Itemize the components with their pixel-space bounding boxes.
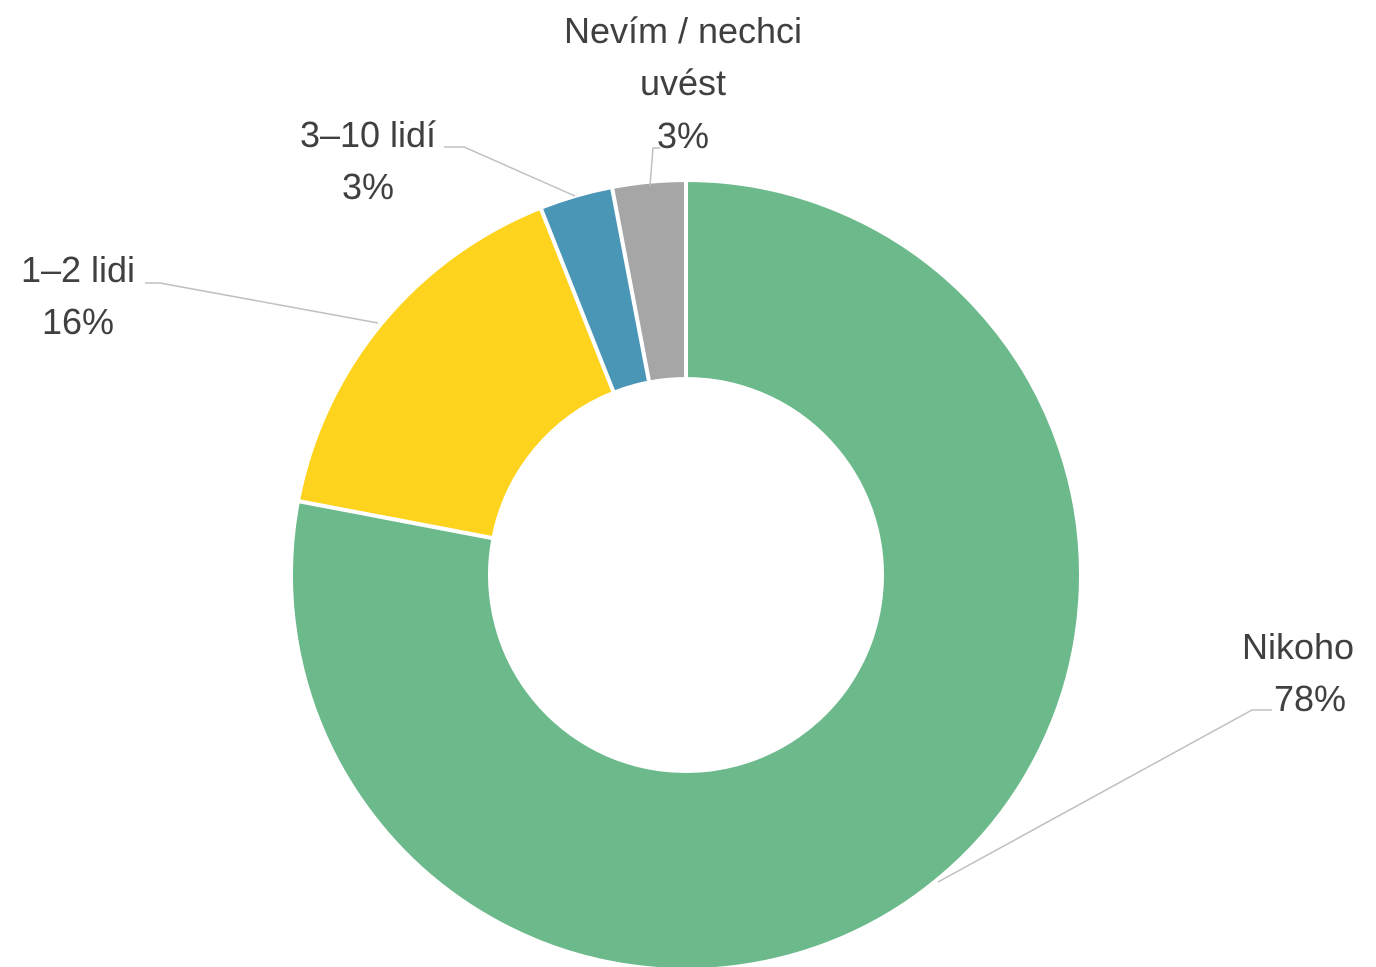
slice-label-3-10-lidi: 3–10 lidí	[300, 114, 436, 155]
slices-layer	[289, 177, 1083, 967]
leader-line-3-10-lidi	[444, 146, 576, 197]
slice-label-nevim-line1: Nevím / nechci	[564, 10, 802, 51]
leader-line-1-2-lidi	[145, 282, 379, 324]
slice-1-2-lidi	[295, 205, 617, 541]
slice-label-nikoho: Nikoho	[1242, 626, 1354, 667]
slice-label-1-2-lidi: 1–2 lidi	[21, 249, 135, 290]
leader-line-nevim	[649, 147, 660, 187]
slice-value-nikoho: 78%	[1274, 678, 1346, 719]
slice-label-nevim-line2: uvést	[640, 62, 726, 103]
slice-value-nevim: 3%	[657, 115, 709, 156]
slice-value-1-2-lidi: 16%	[42, 301, 114, 342]
slice-nikoho	[289, 177, 1083, 967]
leader-lines-layer	[145, 146, 1272, 883]
leader-line-nikoho	[937, 709, 1272, 883]
slice-nevim-nechci-uvest	[609, 177, 688, 385]
slice-value-3-10-lidi: 3%	[342, 166, 394, 207]
labels-layer: Nikoho 78% 1–2 lidi 16% 3–10 lidí 3% Nev…	[21, 10, 1354, 719]
